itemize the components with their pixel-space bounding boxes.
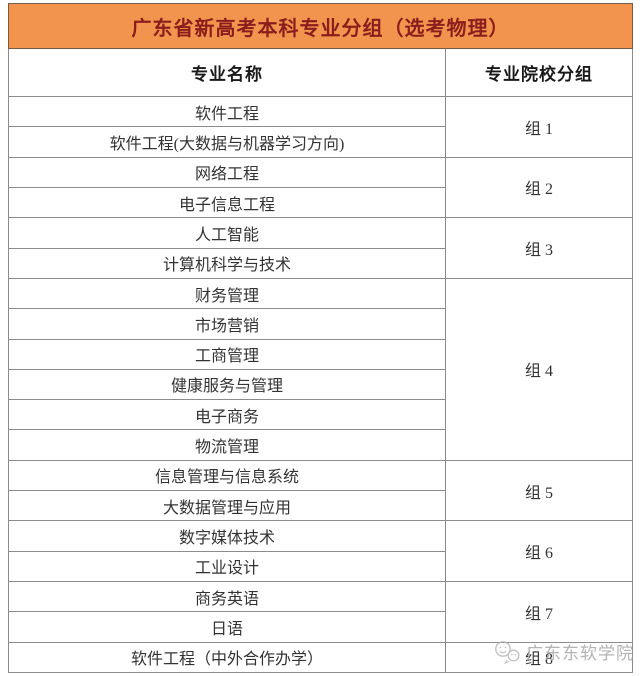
- major-cell: 网络工程: [8, 156, 446, 188]
- major-cell: 电子信息工程: [8, 186, 446, 219]
- group-cell: 组 8: [445, 641, 633, 674]
- group-cell: 组 7: [445, 581, 633, 643]
- major-cell: 软件工程: [8, 95, 446, 128]
- column-header-group: 专业院校分组: [445, 48, 633, 97]
- group-cell: 组 2: [445, 156, 633, 219]
- major-grouping-table: 广东省新高考本科专业分组（选考物理） 专业名称 专业院校分组 软件工程组 1 软件…: [8, 3, 633, 674]
- table-row: 人工智能组 3: [8, 217, 633, 279]
- major-cell: 软件工程(大数据与机器学习方向): [8, 126, 446, 158]
- column-header-major: 专业名称: [8, 48, 446, 97]
- group-cell: 组 1: [445, 96, 633, 158]
- table-row: 软件工程(大数据与机器学习方向): [8, 126, 633, 158]
- major-cell: 电子商务: [8, 399, 446, 431]
- major-cell: 日语: [8, 611, 446, 643]
- major-cell: 财务管理: [8, 277, 446, 310]
- table-header-row: 专业名称 专业院校分组: [8, 48, 633, 97]
- major-cell: 计算机科学与技术: [8, 247, 446, 279]
- table-row: 商务英语组 7: [8, 580, 633, 643]
- major-cell: 工业设计: [8, 550, 446, 583]
- group-cell: 组 5: [445, 459, 633, 522]
- table-row: 电子商务: [8, 399, 633, 431]
- group-cell: 组 4: [445, 277, 633, 461]
- major-cell: 大数据管理与应用: [8, 490, 446, 522]
- table-row: 工商管理: [8, 338, 633, 370]
- major-cell: 市场营销: [8, 308, 446, 340]
- table-row: 健康服务与管理: [8, 368, 633, 401]
- table-row: 市场营销: [8, 308, 633, 340]
- table-row: 日语: [8, 611, 633, 643]
- group-cell: 组 3: [445, 217, 633, 279]
- major-cell: 信息管理与信息系统: [8, 459, 446, 492]
- table-row: 网络工程组 2: [8, 156, 633, 219]
- table-title: 广东省新高考本科专业分组（选考物理）: [8, 3, 633, 49]
- major-cell: 数字媒体技术: [8, 520, 446, 552]
- group-cell: 组 6: [445, 520, 633, 582]
- major-cell: 商务英语: [8, 580, 446, 613]
- table-row: 信息管理与信息系统组 5: [8, 459, 633, 522]
- table-row: 物流管理: [8, 429, 633, 461]
- table-row: 软件工程组 1: [8, 95, 633, 158]
- table-title-row: 广东省新高考本科专业分组（选考物理）: [8, 3, 633, 49]
- table-row: 大数据管理与应用: [8, 490, 633, 522]
- table-row: 工业设计: [8, 550, 633, 583]
- table-row: 财务管理组 4: [8, 277, 633, 461]
- table-row: 软件工程（中外合作办学）组 8: [8, 641, 633, 674]
- major-cell: 软件工程（中外合作办学）: [8, 641, 446, 674]
- major-cell: 工商管理: [8, 338, 446, 370]
- major-cell: 健康服务与管理: [8, 368, 446, 401]
- major-cell: 人工智能: [8, 217, 446, 249]
- table-row: 计算机科学与技术: [8, 247, 633, 279]
- table-row: 数字媒体技术组 6: [8, 520, 633, 582]
- major-cell: 物流管理: [8, 429, 446, 461]
- table-body: 软件工程组 1 软件工程(大数据与机器学习方向) 网络工程组 2 电子信息工程 人工智能…: [8, 95, 633, 674]
